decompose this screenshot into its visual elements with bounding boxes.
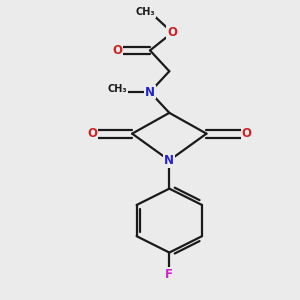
- Text: O: O: [167, 26, 177, 39]
- Text: N: N: [145, 85, 155, 98]
- Text: O: O: [112, 44, 122, 57]
- Text: N: N: [164, 154, 174, 167]
- Text: CH₃: CH₃: [136, 7, 155, 17]
- Text: CH₃: CH₃: [107, 84, 127, 94]
- Text: O: O: [87, 127, 97, 140]
- Text: F: F: [165, 268, 173, 281]
- Text: O: O: [242, 127, 252, 140]
